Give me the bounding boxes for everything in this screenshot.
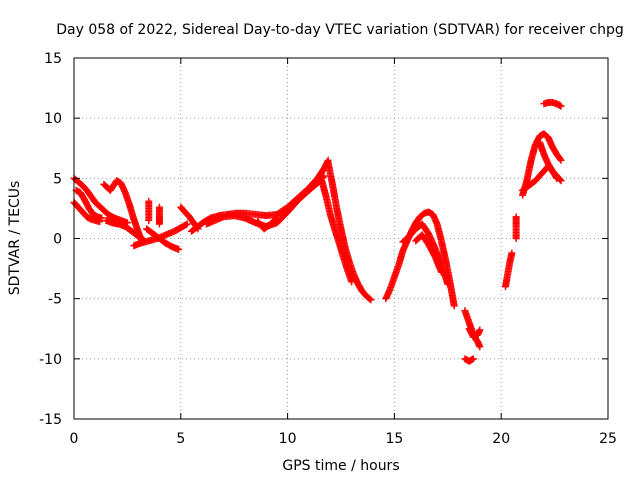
data-point-marker <box>367 296 375 304</box>
data-markers <box>70 99 565 365</box>
x-tick-label: 15 <box>385 431 403 447</box>
series-track-20 <box>461 355 477 365</box>
series-track-14 <box>324 159 375 304</box>
chart-title: Day 058 of 2022, Sidereal Day-to-day VTE… <box>56 22 624 38</box>
data-point-marker <box>183 220 191 228</box>
data-point-marker <box>272 215 280 223</box>
x-tick-label: 5 <box>176 431 185 447</box>
y-tick-label: -15 <box>39 412 62 428</box>
y-tick-label: 0 <box>53 232 62 248</box>
x-tick-label: 10 <box>279 431 297 447</box>
data-point-marker <box>508 249 516 257</box>
series-track-15 <box>318 177 356 286</box>
x-axis-label: GPS time / hours <box>282 458 399 474</box>
data-point-marker <box>557 156 565 164</box>
series-track-21 <box>465 325 484 341</box>
data-point-marker <box>469 355 477 363</box>
y-tick-label: 10 <box>44 111 62 127</box>
data-point-marker <box>556 155 564 163</box>
y-tick-label: 15 <box>44 51 62 67</box>
y-tick-label: -5 <box>48 292 62 308</box>
data-point-marker <box>96 218 104 226</box>
data-point-marker <box>273 214 281 222</box>
data-point-marker <box>98 214 106 222</box>
y-tick-label: -10 <box>39 352 62 368</box>
series-track-9 <box>155 203 163 228</box>
y-tick-label: 5 <box>53 171 62 187</box>
data-point-marker <box>182 221 190 229</box>
data-point-marker <box>319 173 327 181</box>
y-axis-label: SDTVAR / TECUs <box>7 181 23 296</box>
data-point-marker <box>145 216 153 224</box>
data-point-marker <box>556 176 564 184</box>
series-track-13 <box>254 214 281 233</box>
data-point-marker <box>512 235 520 242</box>
series-track-7 <box>143 225 183 253</box>
data-point-marker <box>348 278 356 286</box>
data-point-marker <box>557 177 565 185</box>
series-track-22 <box>501 249 516 291</box>
data-point-marker <box>320 172 328 180</box>
data-point-marker <box>476 343 484 351</box>
series-track-27 <box>540 99 565 110</box>
series-track-12 <box>202 172 328 230</box>
series-track-8 <box>145 197 153 224</box>
x-tick-label: 0 <box>70 431 79 447</box>
data-point-marker <box>444 280 452 288</box>
data-point-marker <box>366 295 374 303</box>
series-track-6 <box>130 220 191 250</box>
data-point-marker <box>155 220 163 228</box>
series-track-23 <box>512 213 520 242</box>
data-point-marker <box>175 245 183 253</box>
x-tick-label: 20 <box>492 431 510 447</box>
data-point-marker <box>437 268 445 276</box>
series-track-26 <box>536 138 561 182</box>
series-track-2 <box>70 198 104 226</box>
series-track-4 <box>100 177 146 246</box>
axis-ticks: 0 5 10 15 20 25 -15 -10 -5 0 5 10 15 <box>39 51 617 447</box>
data-point-marker <box>476 326 484 334</box>
data-point-marker <box>553 174 561 182</box>
series-track-16 <box>382 208 458 310</box>
data-point-marker <box>557 102 565 110</box>
series-track-18 <box>412 231 445 276</box>
data-point-marker <box>450 302 458 310</box>
x-tick-label: 25 <box>599 431 617 447</box>
data-point-marker <box>552 173 560 181</box>
